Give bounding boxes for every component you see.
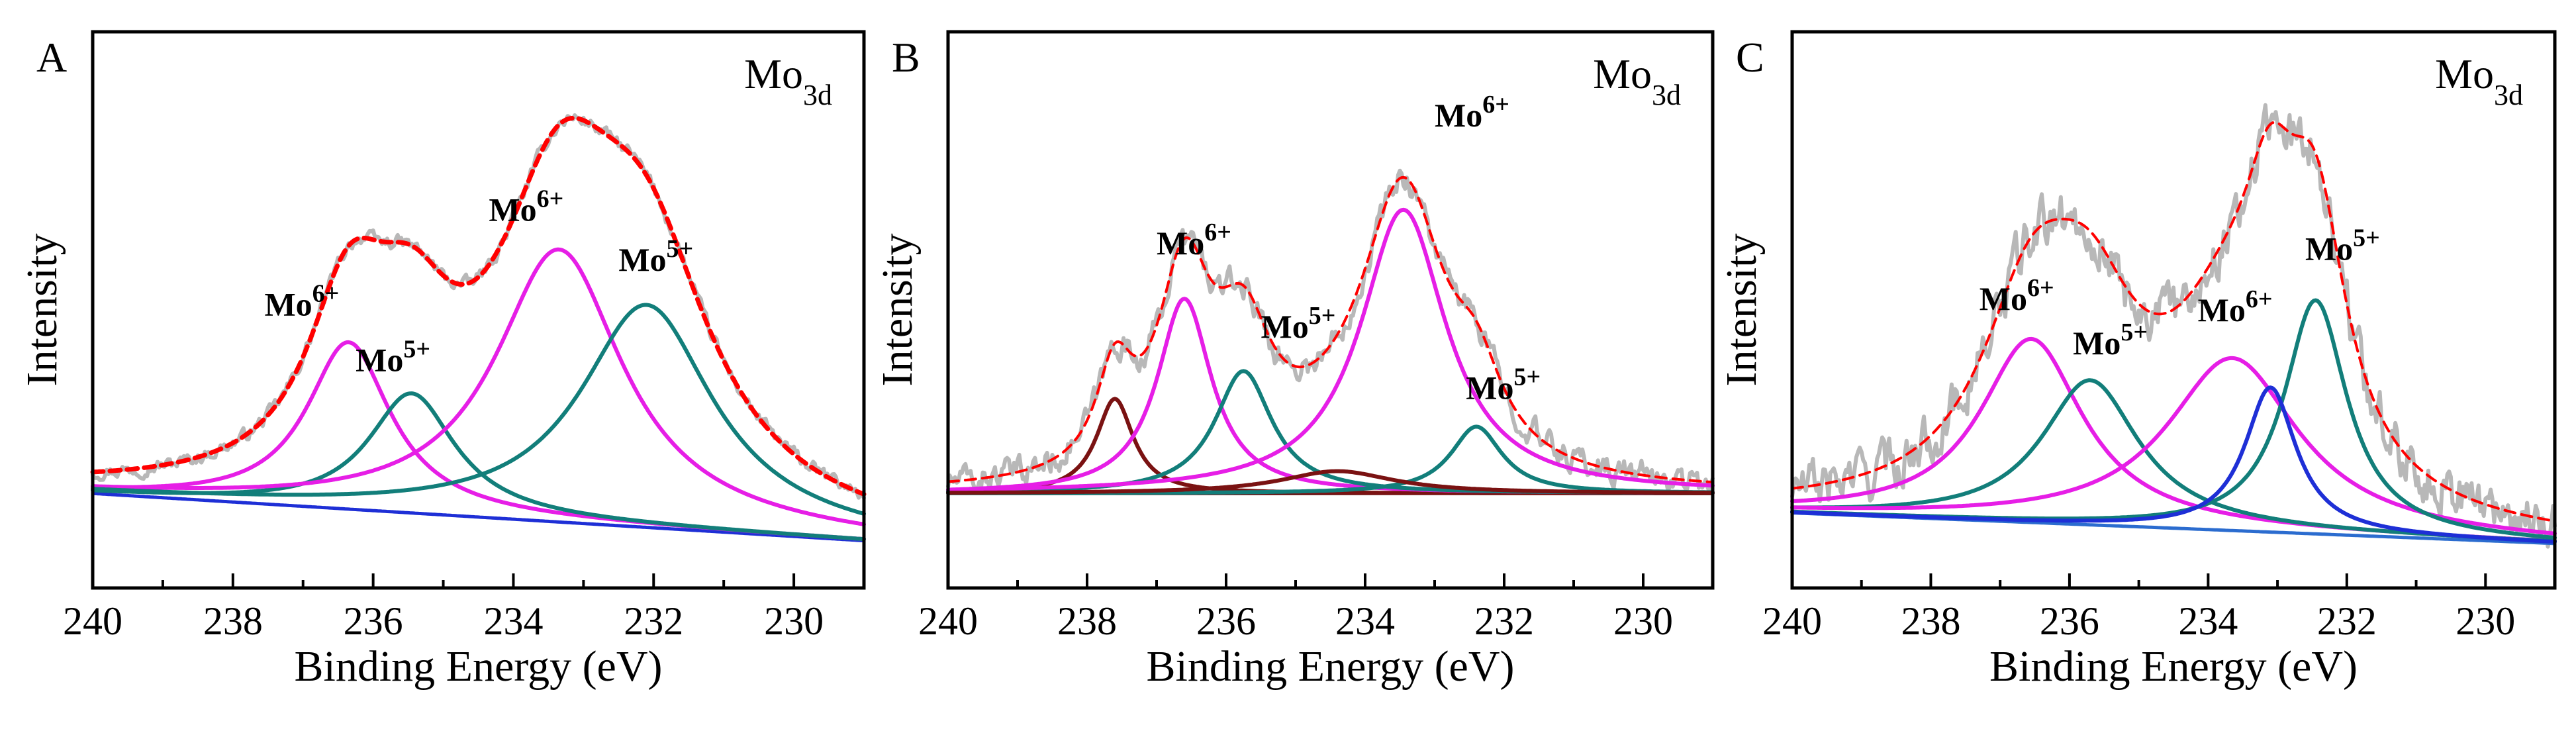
peak-label-base: Mo xyxy=(1980,280,2027,317)
peak-label: Mo6+ xyxy=(489,185,563,228)
x-tick-label: 238 xyxy=(1901,599,1960,643)
y-axis-title: Intensity xyxy=(18,234,66,387)
peak-label: Mo6+ xyxy=(264,279,339,322)
peak-label: Mo5+ xyxy=(2073,318,2148,362)
peak-label: Mo6+ xyxy=(1157,219,1231,262)
x-axis-title: Binding Energy (eV) xyxy=(1146,642,1514,691)
peak-label-superscript: 5+ xyxy=(2121,318,2148,346)
x-tick-label: 230 xyxy=(764,599,824,643)
peak-label-superscript: 6+ xyxy=(2246,285,2273,313)
peak-label-superscript: 6+ xyxy=(312,279,340,307)
peak-label-superscript: 6+ xyxy=(1482,91,1509,119)
x-tick-label: 240 xyxy=(918,599,978,643)
x-axis-title: Binding Energy (eV) xyxy=(294,642,662,691)
peak-label-superscript: 5+ xyxy=(403,335,430,363)
peak-label: Mo6+ xyxy=(2198,285,2273,328)
panel-a: 240 238 236 234 232 230 Binding Energy (eV) Int… xyxy=(18,30,867,691)
peak-label-base: Mo xyxy=(1435,97,1482,134)
element-label-base: Mo xyxy=(2435,50,2494,97)
peak-label-base: Mo xyxy=(2073,324,2121,362)
peak-label-superscript: 6+ xyxy=(1204,219,1231,246)
peak-label: Mo5+ xyxy=(356,335,430,378)
y-axis-title: Intensity xyxy=(1717,234,1766,387)
peak-label-base: Mo xyxy=(1261,308,1309,345)
element-label: Mo3d xyxy=(1593,50,1681,111)
peak-label: Mo5+ xyxy=(1466,363,1541,406)
peak-label-superscript: 5+ xyxy=(1309,302,1336,330)
x-tick-label: 240 xyxy=(1762,599,1822,643)
plot-frame xyxy=(1790,30,2557,590)
element-label-subscript: 3d xyxy=(2494,79,2523,111)
x-tick-label: 234 xyxy=(1335,599,1395,643)
fit-peak-4 xyxy=(91,303,866,516)
fit-envelope-line xyxy=(1791,121,2556,523)
peak-label-base: Mo xyxy=(264,285,312,322)
peak-label: Mo6+ xyxy=(1435,91,1509,134)
peak-label-base: Mo xyxy=(2305,230,2353,267)
x-tick-label: 238 xyxy=(1057,599,1117,643)
x-tick-label: 232 xyxy=(1474,599,1534,643)
fit-peak-5 xyxy=(1790,385,2557,544)
fit-envelope-line xyxy=(947,175,1714,484)
element-label-subscript: 3d xyxy=(803,79,832,111)
raw-spectrum-line xyxy=(1790,103,2557,549)
fit-peak-6 xyxy=(946,469,1715,495)
x-tick-label: 230 xyxy=(1613,599,1673,643)
plot-frame xyxy=(91,30,866,590)
peak-label: Mo6+ xyxy=(1980,274,2054,317)
panel-letter: A xyxy=(36,34,67,81)
x-tick-label: 236 xyxy=(2040,599,2099,643)
panel-c: 240 238 236 234 232 230 Binding Energy (eV) Int… xyxy=(1717,30,2557,691)
panel-letter: C xyxy=(1736,34,1764,81)
fit-peak-4 xyxy=(946,207,1715,492)
background-line xyxy=(91,491,866,543)
fit-peak-3 xyxy=(91,247,866,526)
peak-label-base: Mo xyxy=(356,341,403,378)
x-tick-label: 232 xyxy=(624,599,683,643)
peak-label-base: Mo xyxy=(2198,291,2246,328)
x-tick-label: 230 xyxy=(2456,599,2515,643)
y-axis-title: Intensity xyxy=(873,234,922,387)
panel-b: 240 238 236 234 232 230 Binding Energy (eV) Int… xyxy=(873,30,1715,691)
peak-label-superscript: 6+ xyxy=(537,185,564,213)
plot-frame xyxy=(946,30,1715,590)
peak-label-superscript: 5+ xyxy=(1513,363,1541,391)
peak-label: Mo5+ xyxy=(618,235,693,278)
x-tick-label: 238 xyxy=(203,599,263,643)
x-tick-label: 236 xyxy=(344,599,403,643)
peak-label-base: Mo xyxy=(1157,224,1204,262)
peak-label-superscript: 5+ xyxy=(667,235,694,263)
x-tick-label: 240 xyxy=(63,599,122,643)
x-tick-label: 232 xyxy=(2317,599,2377,643)
peak-label: Mo5+ xyxy=(1261,302,1336,345)
element-label-base: Mo xyxy=(1593,50,1652,97)
fit-envelope-line xyxy=(90,115,867,497)
peak-label-superscript: 6+ xyxy=(2027,274,2054,302)
x-tick-label: 236 xyxy=(1196,599,1256,643)
peak-label-superscript: 5+ xyxy=(2353,224,2380,252)
panel-letter: B xyxy=(892,34,920,81)
element-label: Mo3d xyxy=(2435,50,2523,111)
element-label: Mo3d xyxy=(744,50,832,111)
peak-label: Mo5+ xyxy=(2305,224,2380,267)
x-tick-label: 234 xyxy=(483,599,543,643)
x-axis-title: Binding Energy (eV) xyxy=(1989,642,2358,691)
peak-label-base: Mo xyxy=(618,241,666,278)
element-label-base: Mo xyxy=(744,50,803,97)
element-label-subscript: 3d xyxy=(1652,79,1681,111)
x-tick-label: 234 xyxy=(2178,599,2238,643)
peak-label-base: Mo xyxy=(1466,369,1513,406)
peak-label-base: Mo xyxy=(489,191,536,228)
